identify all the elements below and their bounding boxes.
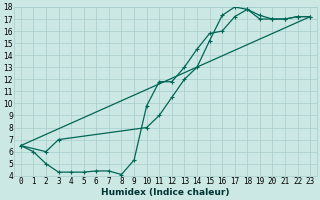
X-axis label: Humidex (Indice chaleur): Humidex (Indice chaleur) xyxy=(101,188,230,197)
